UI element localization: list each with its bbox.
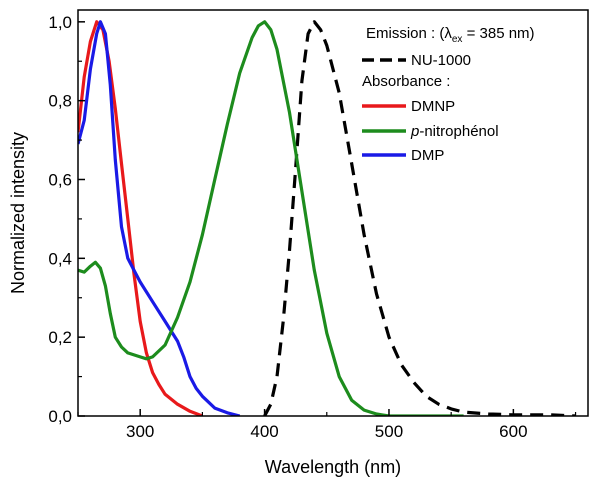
legend-label-dmp: DMP [411,147,444,164]
legend: Emission : (λex = 385 nm) NU-1000 Absorb… [362,25,535,164]
legend-label-pnitrophenol: p-nitrophénol [410,123,499,140]
legend-label-pnitrophenol-italic: p [410,123,419,140]
series-line-nu-1000 [263,20,576,416]
legend-label-pnitrophenol-rest: -nitrophénol [419,123,498,140]
y-tick-label: 1,0 [48,13,72,32]
x-tick-label: 400 [250,422,278,441]
plot-lines [78,20,576,416]
legend-label-dmnp: DMNP [411,98,455,115]
y-tick-label: 0,2 [48,328,72,347]
x-tick-label: 500 [375,422,403,441]
legend-emission-header-sub: ex [452,34,463,45]
y-tick-label: 0,0 [48,407,72,426]
legend-emission-header-tail: = 385 nm) [462,25,534,42]
x-tick-label: 600 [499,422,527,441]
series-line-p-nitroph-nol [78,20,464,416]
y-tick-label: 0,4 [48,249,72,268]
legend-absorbance-header: Absorbance : [362,73,450,90]
legend-emission-header: Emission : (λex = 385 nm) [366,25,535,45]
legend-label-nu1000: NU-1000 [411,52,471,69]
y-axis-ticks: 0,0 0,2 0,4 0,6 0,8 1,0 [48,13,85,426]
y-axis-label: Normalized intensity [8,132,28,294]
series-line-dmp [78,20,241,416]
x-axis-label: Wavelength (nm) [265,457,401,477]
legend-emission-header-main: Emission : (λ [366,25,452,42]
y-tick-label: 0,8 [48,92,72,111]
x-tick-label: 300 [126,422,154,441]
series-line-dmnp [78,20,203,416]
x-axis-ticks: 300 400 500 600 [77,409,577,441]
plot-frame [77,9,589,417]
y-tick-label: 0,6 [48,170,72,189]
